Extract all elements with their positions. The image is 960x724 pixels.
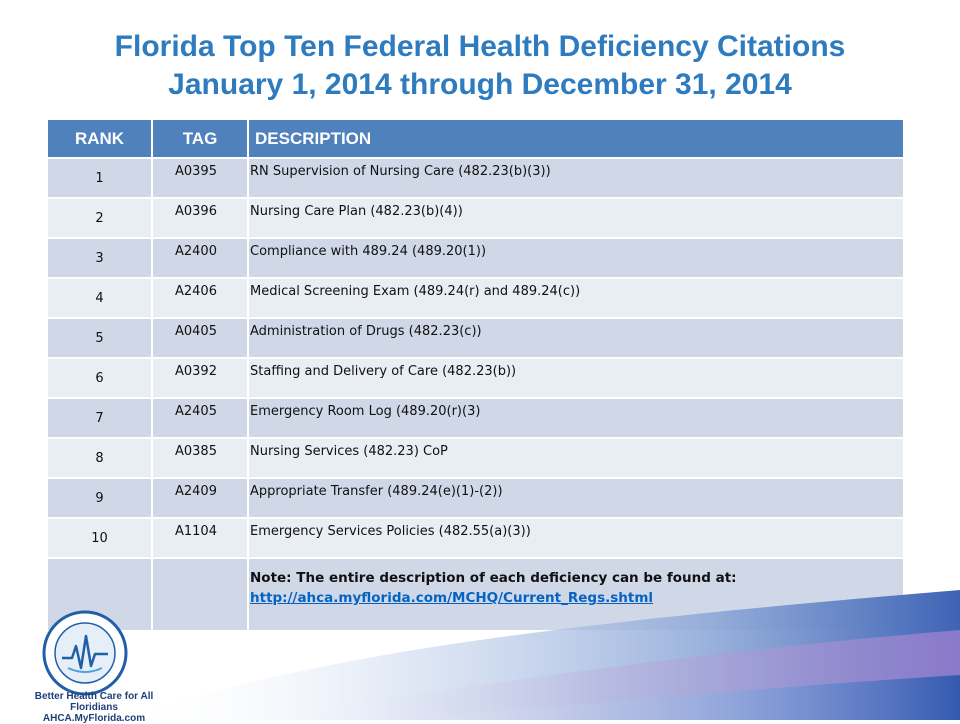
title-line-2: January 1, 2014 through December 31, 201… <box>168 68 792 101</box>
rank-cell: 1 <box>48 157 153 198</box>
description-cell: RN Supervision of Nursing Care (482.23(b… <box>248 157 905 198</box>
tag-cell: A0392 <box>152 357 249 398</box>
rank-cell: 10 <box>48 517 153 558</box>
tag-cell: A2400 <box>152 237 249 278</box>
description-cell: Administration of Drugs (482.23(c)) <box>248 317 905 358</box>
regulations-link[interactable]: http://ahca.myflorida.com/MCHQ/Current_R… <box>250 590 654 606</box>
table-row: 1 A0395 RN Supervision of Nursing Care (… <box>48 157 905 198</box>
slide-title: Florida Top Ten Federal Health Deficienc… <box>0 28 960 104</box>
footer-wave-decoration <box>120 590 960 720</box>
tag-cell: A2405 <box>152 397 249 438</box>
tagline-line-2: AHCA.MyFlorida.com <box>42 713 146 724</box>
note-text: Note: The entire description of each def… <box>250 570 737 586</box>
tag-cell: A0395 <box>152 157 249 198</box>
ahca-logo <box>42 610 128 696</box>
description-cell: Nursing Services (482.23) CoP <box>248 437 905 478</box>
description-cell: Medical Screening Exam (489.24(r) and 48… <box>248 277 905 318</box>
table-row: 7 A2405 Emergency Room Log (489.20(r)(3) <box>48 397 905 438</box>
table-row: 9 A2409 Appropriate Transfer (489.24(e)(… <box>48 477 905 518</box>
rank-cell: 5 <box>48 317 153 358</box>
tag-cell: A0396 <box>152 197 249 238</box>
rank-cell: 7 <box>48 397 153 438</box>
citations-table: RANK TAG DESCRIPTION 1 A0395 RN Supervis… <box>48 120 905 630</box>
tagline-line-1: Better Health Care for All Floridians <box>34 691 154 713</box>
rank-cell: 6 <box>48 357 153 398</box>
header-description: DESCRIPTION <box>248 120 905 158</box>
header-tag: TAG <box>152 120 249 158</box>
empty-cell <box>152 557 249 630</box>
rank-cell: 4 <box>48 277 153 318</box>
table-row: 3 A2400 Compliance with 489.24 (489.20(1… <box>48 237 905 278</box>
description-cell: Nursing Care Plan (482.23(b)(4)) <box>248 197 905 238</box>
table-row: 8 A0385 Nursing Services (482.23) CoP <box>48 437 905 478</box>
rank-cell: 2 <box>48 197 153 238</box>
table-row: 10 A1104 Emergency Services Policies (48… <box>48 517 905 558</box>
title-line-1: Florida Top Ten Federal Health Deficienc… <box>114 30 846 63</box>
footer-tagline: Better Health Care for All Floridians AH… <box>14 691 174 724</box>
description-cell: Appropriate Transfer (489.24(e)(1)-(2)) <box>248 477 905 518</box>
rank-cell: 9 <box>48 477 153 518</box>
description-cell: Emergency Services Policies (482.55(a)(3… <box>248 517 905 558</box>
table-row: 5 A0405 Administration of Drugs (482.23(… <box>48 317 905 358</box>
table-header-row: RANK TAG DESCRIPTION <box>48 120 905 158</box>
table-row: 4 A2406 Medical Screening Exam (489.24(r… <box>48 277 905 318</box>
description-cell: Compliance with 489.24 (489.20(1)) <box>248 237 905 278</box>
description-cell: Staffing and Delivery of Care (482.23(b)… <box>248 357 905 398</box>
description-cell: Emergency Room Log (489.20(r)(3) <box>248 397 905 438</box>
table-row: 2 A0396 Nursing Care Plan (482.23(b)(4)) <box>48 197 905 238</box>
note-row: Note: The entire description of each def… <box>48 557 905 630</box>
rank-cell: 8 <box>48 437 153 478</box>
tag-cell: A2406 <box>152 277 249 318</box>
header-rank: RANK <box>48 120 153 158</box>
rank-cell: 3 <box>48 237 153 278</box>
tag-cell: A1104 <box>152 517 249 558</box>
table-row: 6 A0392 Staffing and Delivery of Care (4… <box>48 357 905 398</box>
tag-cell: A2409 <box>152 477 249 518</box>
tag-cell: A0385 <box>152 437 249 478</box>
tag-cell: A0405 <box>152 317 249 358</box>
